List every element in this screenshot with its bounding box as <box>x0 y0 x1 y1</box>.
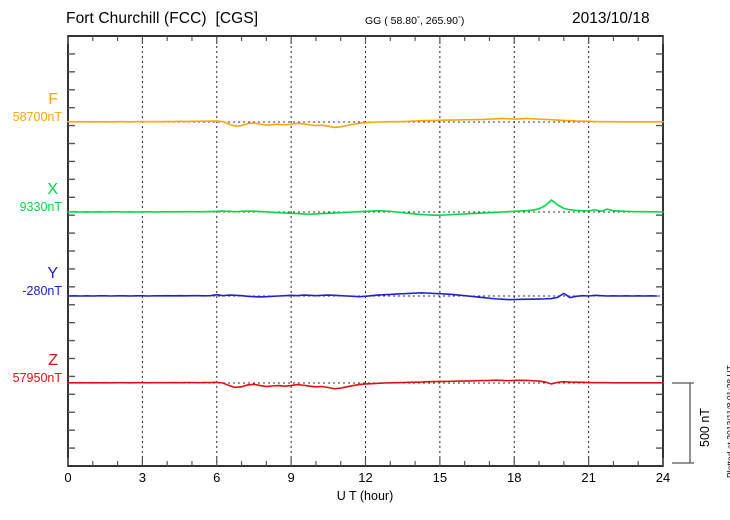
component-value-f: 58700nT <box>12 110 62 124</box>
trace-X <box>67 199 664 216</box>
scale-bar-label: 500 nT <box>698 408 712 447</box>
x-tick-label-18: 18 <box>507 470 522 485</box>
geo-prefix: GG ( 58.80 <box>365 15 417 27</box>
trace-Z <box>67 379 664 390</box>
degree-symbol-lon: ° <box>457 14 461 23</box>
degree-symbol-lat: ° <box>416 14 420 23</box>
x-tick-label-6: 6 <box>213 470 221 485</box>
trace-Y <box>67 292 658 301</box>
page-title: Fort Churchill (FCC) [CGS] <box>66 10 259 27</box>
x-tick-label-9: 9 <box>287 470 295 485</box>
observation-date: 2013/10/18 <box>572 10 650 27</box>
component-value-z: 57950nT <box>12 371 62 385</box>
x-tick-label-0: 0 <box>64 470 72 485</box>
x-tick-label-12: 12 <box>358 470 373 485</box>
component-value-y: -280nT <box>22 284 62 298</box>
geo-mid: , 265.90 <box>419 15 458 27</box>
component-value-x: 9330nT <box>19 200 62 214</box>
x-tick-label-21: 21 <box>581 470 596 485</box>
plotted-at-timestamp: Plotted at 2013/11/8 01:28 UT <box>725 365 730 478</box>
trace-F <box>67 117 664 129</box>
geo-suffix: ) <box>460 15 465 27</box>
component-name-x: X <box>47 181 58 198</box>
geographic-coordinates: GG ( 58.80°, 265.90°) <box>365 14 464 27</box>
x-tick-label-3: 3 <box>138 470 146 485</box>
x-tick-label-15: 15 <box>432 470 448 485</box>
x-tick-label-24: 24 <box>655 470 671 485</box>
x-axis-title: U T (hour) <box>336 489 394 503</box>
component-name-z: Z <box>48 352 58 369</box>
component-name-y: Y <box>47 265 58 282</box>
component-name-f: F <box>48 91 58 108</box>
